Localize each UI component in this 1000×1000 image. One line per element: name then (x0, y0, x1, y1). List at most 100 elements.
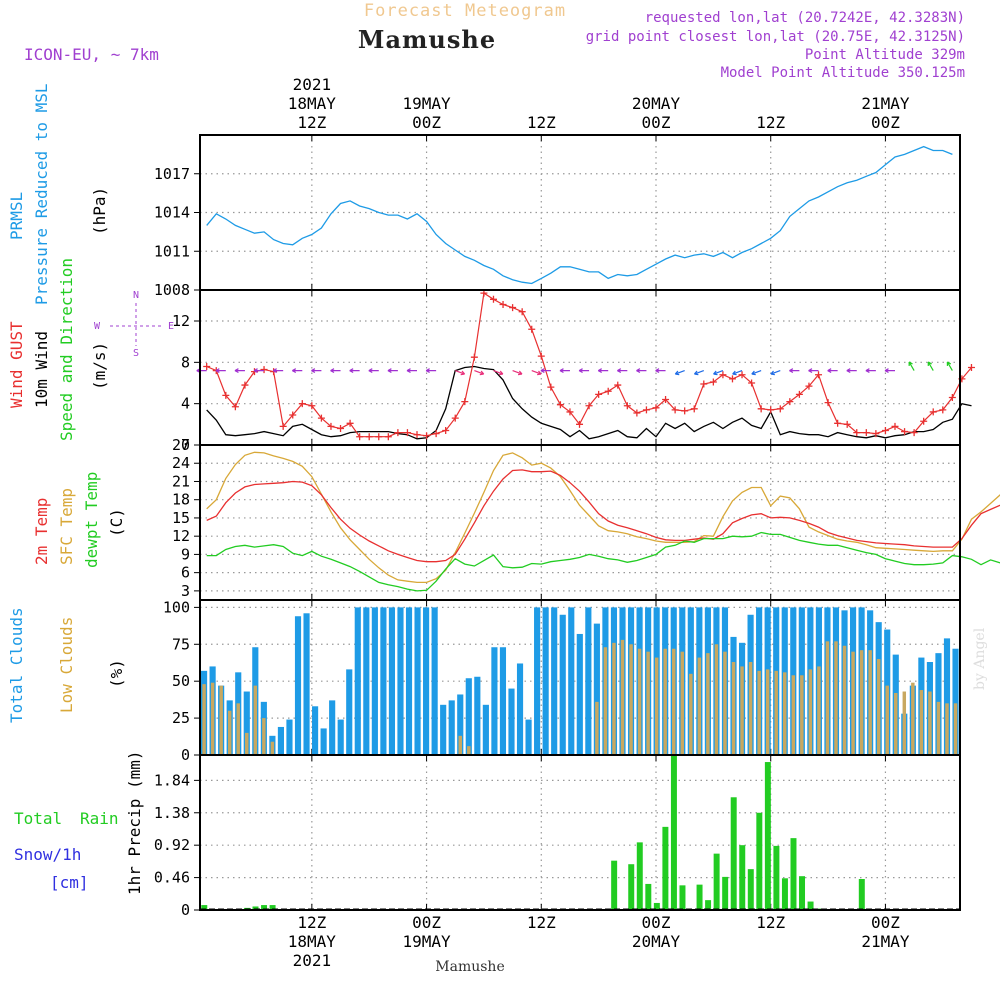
gust-marker (327, 422, 335, 430)
y-tick-label: 9 (181, 545, 190, 563)
y-tick-label: 75 (172, 635, 190, 653)
total-clouds-bar (474, 676, 481, 755)
low-clouds-bar (851, 651, 855, 755)
gust-marker (881, 427, 889, 435)
bottom-time-label: 19MAY (402, 932, 451, 951)
wind-direction-arrow (272, 368, 284, 374)
gust-marker (786, 398, 794, 406)
wind-direction-arrow (474, 370, 485, 376)
low-clouds-bar (757, 670, 761, 755)
legend-temp2m: 2m Temp (32, 498, 51, 565)
y-tick-label: 1017 (154, 165, 190, 183)
total-clouds-bar (465, 678, 472, 755)
low-clouds-bar (612, 642, 616, 755)
gust-marker (891, 422, 899, 430)
compass-e: E (168, 321, 174, 332)
gust-marker (308, 402, 316, 410)
gust-marker (738, 371, 746, 379)
rain-bar (611, 860, 618, 910)
wind-direction-arrow (789, 368, 800, 374)
wind-direction-arrow (196, 368, 207, 374)
total-clouds-bar (371, 607, 378, 755)
total-clouds-bar (405, 607, 413, 755)
compass-n: N (133, 290, 139, 301)
y-tick-label: 12 (172, 312, 190, 330)
footer-location: Mamushe (435, 959, 504, 975)
y-tick-label: 0 (181, 436, 190, 454)
low-clouds-bar (876, 659, 881, 755)
gust-marker (499, 300, 507, 308)
temp-unit: (C) (107, 508, 126, 537)
low-clouds-bar (859, 650, 864, 755)
gust-marker (834, 419, 842, 427)
rain-bar (739, 845, 746, 910)
low-clouds-bar (270, 741, 275, 755)
gust-marker (595, 390, 603, 398)
wind-direction-arrow (674, 370, 685, 376)
top-time-label: 12Z (756, 113, 785, 132)
bottom-time-label: 12Z (756, 913, 785, 932)
low-clouds-bar (765, 669, 770, 755)
total-clouds-bar (346, 669, 353, 755)
total-clouds-bar (312, 706, 319, 755)
wind-direction-arrow (406, 368, 418, 374)
low-clouds-bar (919, 690, 924, 755)
total-clouds-bar (457, 694, 464, 755)
compass-s: S (133, 348, 139, 359)
gust-marker (690, 405, 698, 413)
bottom-time-label: 12Z (297, 913, 326, 932)
low-clouds-bar (808, 669, 813, 755)
gust-marker (652, 404, 660, 412)
rain-bar (636, 842, 643, 910)
legend-direction: Speed and Direction (57, 258, 76, 441)
gust-marker (815, 371, 823, 379)
total-clouds-bar (414, 607, 421, 755)
wind-direction-arrow (751, 370, 762, 376)
rain-bar (645, 883, 652, 910)
rain-bar (670, 755, 677, 910)
total-clouds-bar (380, 607, 387, 755)
low-clouds-bar (894, 693, 898, 755)
wind-direction-arrow (808, 368, 819, 374)
gust-marker (633, 409, 641, 417)
gust-marker (671, 406, 679, 414)
series-prmsl-line (206, 145, 953, 285)
gust-marker (929, 408, 937, 416)
total-clouds-bar (329, 700, 336, 755)
bottom-time-label: 21MAY (861, 932, 910, 951)
gust-marker (939, 406, 947, 414)
low-clouds-bar (603, 647, 608, 755)
total-clouds-bar (952, 648, 959, 755)
low-clouds-bar (953, 703, 958, 755)
model-label: ICON-EU, ~ 7km (24, 45, 159, 64)
legend-gust: Wind GUST (7, 321, 26, 408)
location-title: Mamushe (358, 25, 496, 54)
low-clouds-bar (663, 648, 667, 755)
wind-direction-arrow (908, 361, 915, 371)
rain-bar (790, 838, 797, 910)
wind-direction-arrow (253, 368, 265, 374)
wind-direction-arrow (946, 361, 953, 371)
top-time-label: 20MAY (632, 94, 681, 113)
rain-bar (705, 900, 712, 910)
total-clouds-bar (542, 607, 549, 755)
low-clouds-bar (262, 718, 266, 755)
total-clouds-bar (448, 700, 455, 755)
bottom-time-label: 00Z (642, 913, 671, 932)
bottom-time-label: 18MAY (288, 932, 337, 951)
wind-direction-arrow (215, 368, 226, 374)
gust-marker (719, 371, 727, 379)
rain-bar (252, 906, 259, 910)
low-clouds-bar (902, 691, 907, 755)
total-clouds-bar (277, 726, 285, 755)
gust-marker (451, 414, 459, 422)
gust-marker (241, 381, 249, 389)
low-clouds-bar (842, 645, 847, 755)
y-tick-label: 25 (172, 709, 190, 727)
total-clouds-bar (585, 607, 592, 755)
wind-direction-arrow (512, 370, 523, 376)
low-clouds-bar (227, 710, 232, 755)
y-tick-label: 1.84 (154, 771, 190, 789)
